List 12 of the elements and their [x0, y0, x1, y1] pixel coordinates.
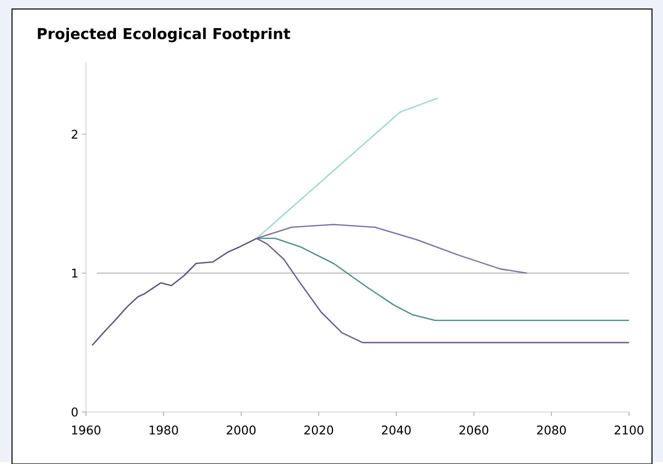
x-tick-label: 2060	[460, 425, 488, 434]
x-tick-label: 1980	[150, 425, 178, 434]
y-tick-label: 1	[72, 268, 78, 278]
x-tick-label: 2080	[537, 425, 566, 434]
x-tick-label: 2100	[614, 425, 644, 434]
y-tick-label: 2	[72, 130, 78, 138]
x-tick-label: 2020	[304, 425, 334, 434]
x-tick-label: 2000	[226, 425, 256, 434]
chart-title: Projected Ecological Footprint	[38, 27, 290, 42]
x-tick-label: 2040	[382, 425, 411, 434]
x-tick-label: 1960	[72, 425, 100, 434]
y-tick-label: 0	[72, 407, 78, 416]
